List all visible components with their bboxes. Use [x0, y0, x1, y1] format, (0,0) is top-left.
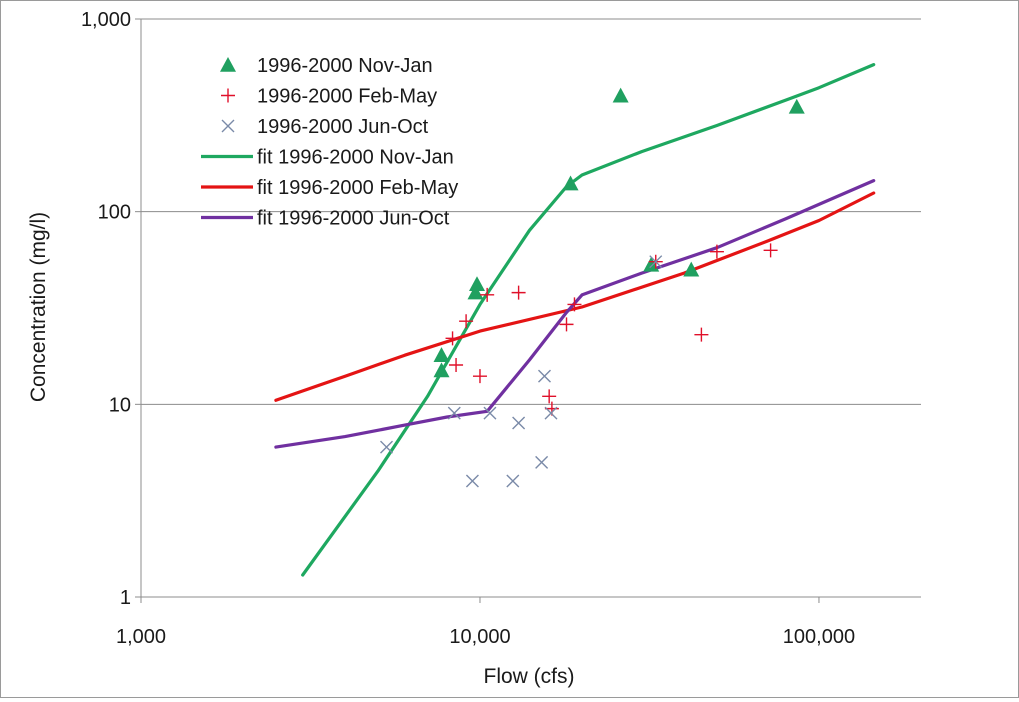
legend-marker: [221, 119, 235, 133]
data-point: [483, 406, 497, 420]
data-point: [465, 474, 479, 488]
legend-label: 1996-2000 Feb-May: [257, 86, 437, 108]
data-point: [559, 317, 574, 332]
y-tick-label: 10: [109, 394, 131, 416]
data-point: [709, 244, 724, 259]
data-point: [459, 314, 474, 329]
data-point: [763, 243, 778, 258]
data-point: [535, 455, 549, 469]
y-tick-label: 100: [98, 202, 131, 224]
legend-label: 1996-2000 Nov-Jan: [257, 55, 433, 77]
fit-line: [301, 62, 876, 577]
data-point: [694, 327, 709, 342]
x-tick-label: 100,000: [783, 626, 855, 648]
legend-label: fit 1996-2000 Jun-Oct: [257, 208, 450, 230]
data-point: [480, 287, 495, 302]
data-point: [467, 284, 484, 300]
data-point: [449, 358, 464, 373]
y-tick-label: 1: [120, 587, 131, 609]
data-points: [380, 87, 805, 488]
data-point: [562, 175, 579, 191]
data-point: [649, 255, 663, 269]
legend: 1996-2000 Nov-Jan 1996-2000 Feb-May 1996-2…: [201, 55, 458, 230]
fit-line: [274, 191, 876, 402]
legend-label: fit 1996-2000 Nov-Jan: [257, 147, 454, 169]
data-point: [643, 256, 660, 272]
data-point: [512, 416, 526, 430]
data-point: [380, 440, 394, 454]
legend-label: fit 1996-2000 Feb-May: [257, 177, 458, 199]
data-point: [788, 98, 805, 114]
data-point: [567, 297, 582, 312]
legend-marker: [220, 57, 236, 72]
fit-lines: [274, 62, 876, 577]
data-point: [472, 369, 487, 384]
data-point: [538, 369, 551, 383]
y-axis-title: Concentration (mg/l): [27, 212, 50, 402]
fit-line: [274, 179, 876, 449]
data-point: [511, 285, 526, 300]
data-point: [433, 362, 450, 378]
x-tick-label: 10,000: [449, 626, 510, 648]
data-point: [542, 389, 557, 404]
data-point: [445, 331, 460, 346]
axes-layer: 1 10 100 1,000 1,000 10,000 100,000: [81, 9, 921, 648]
data-point: [447, 406, 461, 420]
legend-label: 1996-2000 Jun-Oct: [257, 116, 429, 138]
data-point: [469, 276, 486, 292]
y-tick-label: 1,000: [81, 9, 131, 31]
x-axis-title: Flow (cfs): [484, 665, 575, 688]
data-point: [683, 261, 700, 277]
data-point: [433, 347, 450, 362]
data-point: [506, 474, 520, 488]
data-point: [544, 406, 558, 420]
data-point: [612, 87, 629, 103]
x-tick-label: 1,000: [116, 626, 166, 648]
legend-marker: [221, 88, 235, 103]
